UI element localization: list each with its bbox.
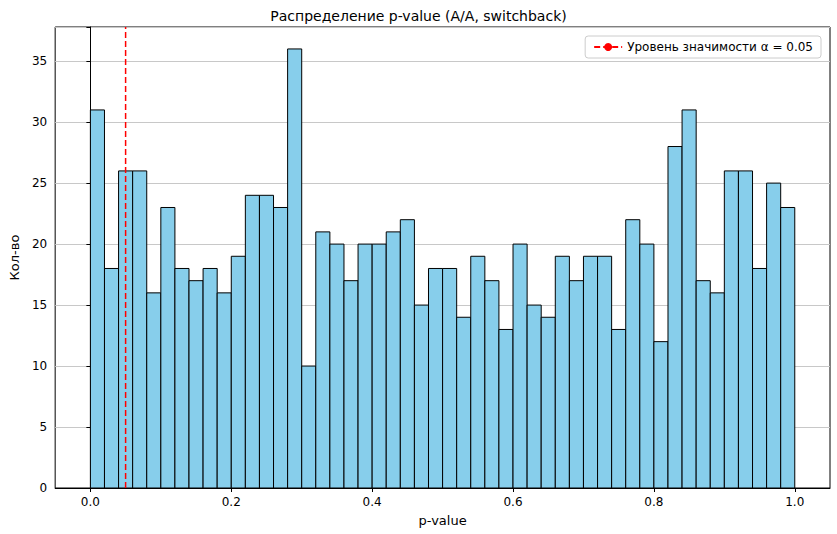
svg-text:0.4: 0.4 — [363, 495, 382, 509]
svg-text:30: 30 — [32, 115, 47, 129]
svg-text:0.0: 0.0 — [81, 495, 100, 509]
svg-text:0: 0 — [40, 481, 48, 495]
svg-text:35: 35 — [32, 54, 47, 68]
svg-text:Распределение p-value (A/A, sw: Распределение p-value (A/A, switchback) — [270, 8, 566, 24]
svg-text:p-value: p-value — [419, 513, 467, 528]
svg-text:Кол-во: Кол-во — [7, 235, 22, 281]
svg-text:25: 25 — [32, 176, 47, 190]
svg-text:20: 20 — [32, 237, 47, 251]
svg-text:0.6: 0.6 — [503, 495, 522, 509]
svg-text:5: 5 — [40, 420, 48, 434]
svg-text:15: 15 — [32, 298, 47, 312]
svg-text:Уровень значимости α = 0.05: Уровень значимости α = 0.05 — [627, 40, 813, 54]
svg-text:10: 10 — [32, 359, 47, 373]
svg-text:1.0: 1.0 — [785, 495, 804, 509]
svg-text:0.2: 0.2 — [222, 495, 241, 509]
svg-text:0.8: 0.8 — [644, 495, 663, 509]
